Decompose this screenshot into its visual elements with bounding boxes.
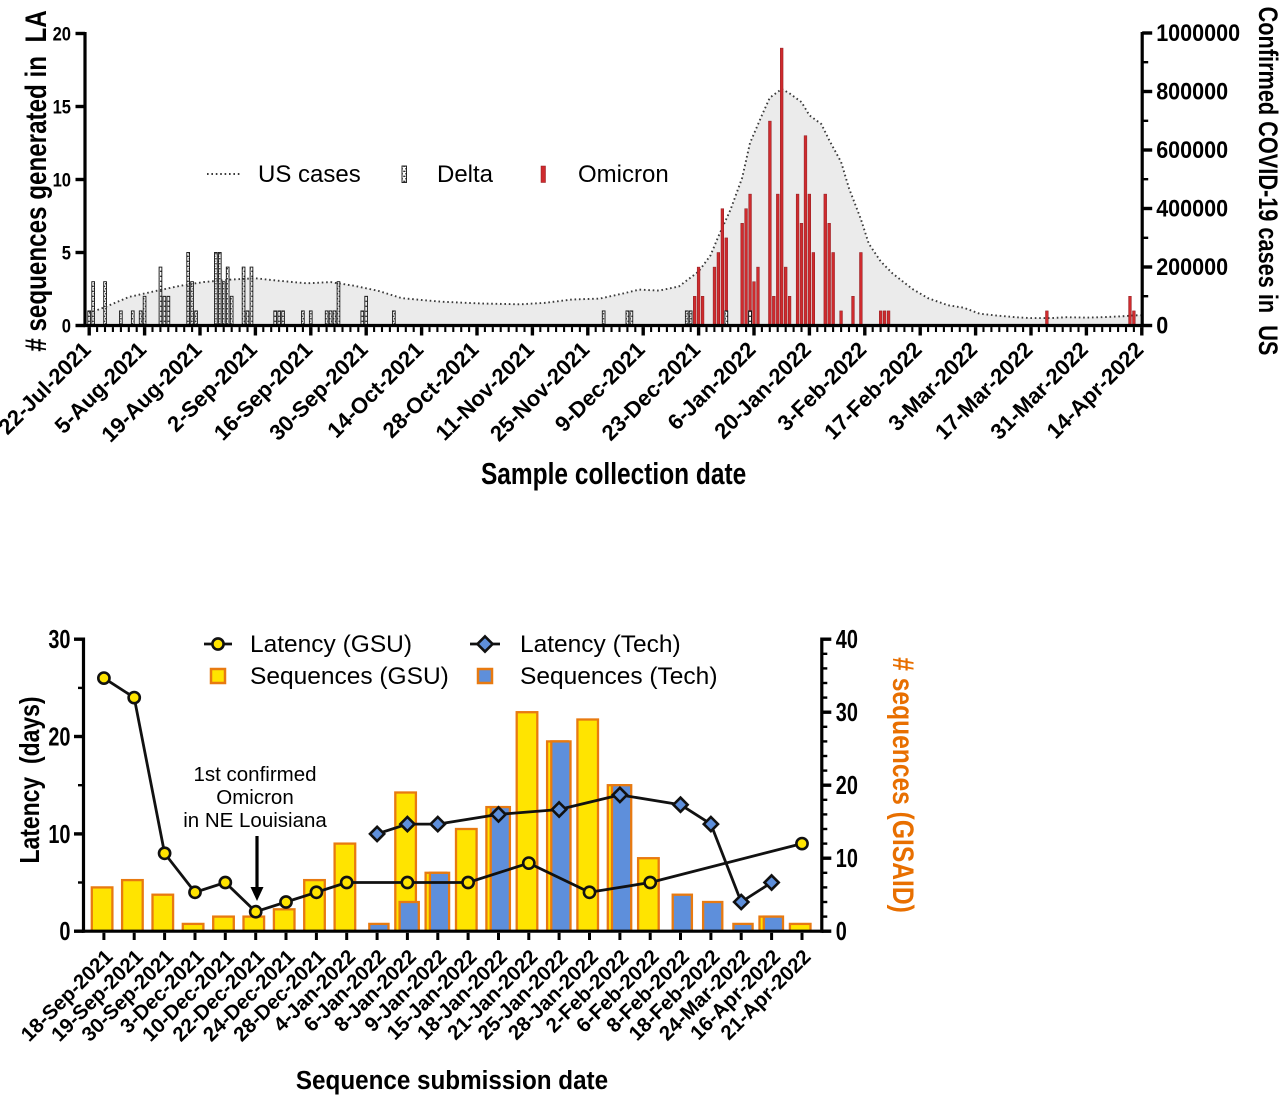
svg-text:20: 20 <box>53 23 71 45</box>
svg-text:5: 5 <box>62 242 71 264</box>
svg-text:20: 20 <box>48 722 70 751</box>
svg-text:Confirmed COVID-19 cases in U: Confirmed COVID-19 cases in US <box>1252 7 1280 356</box>
svg-text:Delta: Delta <box>437 161 494 188</box>
svg-text:Sequences (GSU): Sequences (GSU) <box>250 663 449 690</box>
svg-text:1st confirmed: 1st confirmed <box>193 763 316 786</box>
svg-text:14-Apr-2022: 14-Apr-2022 <box>1042 337 1149 444</box>
svg-text:20: 20 <box>836 771 858 800</box>
svg-text:Sequences (Tech): Sequences (Tech) <box>520 663 717 690</box>
svg-text:Sequence submission date: Sequence submission date <box>296 1066 608 1095</box>
svg-text:Latency (days): Latency (days) <box>15 696 46 863</box>
svg-text:0: 0 <box>1156 311 1168 339</box>
svg-text:0: 0 <box>836 917 847 946</box>
svg-text:15: 15 <box>53 96 71 118</box>
svg-text:10: 10 <box>836 844 858 873</box>
svg-text:0: 0 <box>59 917 70 946</box>
svg-text:30: 30 <box>836 698 858 727</box>
svg-text:200000: 200000 <box>1156 253 1228 281</box>
svg-text:800000: 800000 <box>1156 77 1228 105</box>
svg-text:Latency (GSU): Latency (GSU) <box>250 631 412 658</box>
svg-text:# sequences generated in LA: # sequences generated in LA <box>20 10 53 351</box>
svg-text:400000: 400000 <box>1156 194 1228 222</box>
svg-text:US cases: US cases <box>258 161 361 188</box>
svg-text:0: 0 <box>62 315 71 337</box>
svg-text:1000000: 1000000 <box>1156 19 1240 47</box>
svg-text:Omicron: Omicron <box>578 161 669 188</box>
svg-text:40: 40 <box>836 625 858 654</box>
svg-text:600000: 600000 <box>1156 136 1228 164</box>
svg-text:# sequences (GISAID): # sequences (GISAID) <box>886 657 920 913</box>
svg-text:Omicron: Omicron <box>216 786 293 809</box>
svg-text:10: 10 <box>53 169 71 191</box>
svg-text:in NE Louisiana: in NE Louisiana <box>183 809 327 832</box>
svg-text:30: 30 <box>48 625 70 654</box>
svg-text:Latency (Tech): Latency (Tech) <box>520 631 681 658</box>
svg-text:10: 10 <box>48 819 70 848</box>
svg-text:Sample collection date: Sample collection date <box>481 456 746 490</box>
